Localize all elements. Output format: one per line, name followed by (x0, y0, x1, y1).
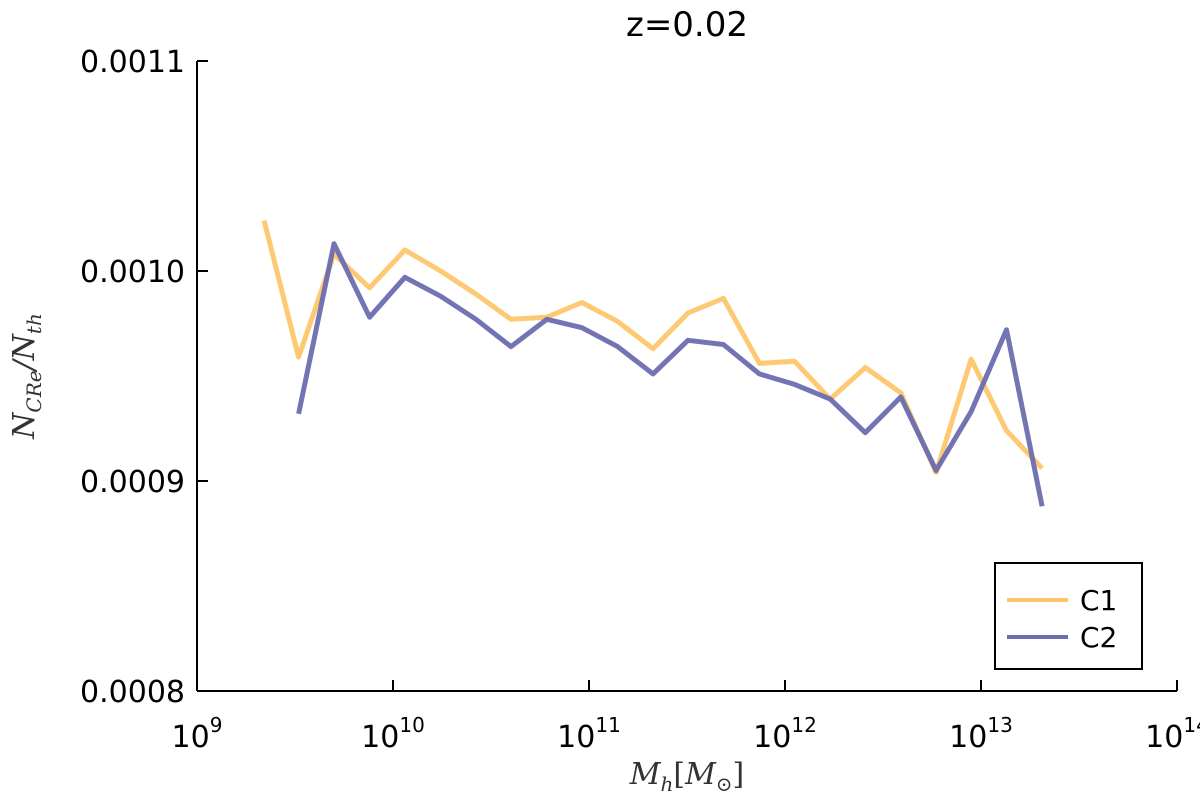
y-ticks: 0.0008 0.0009 0.0010 0.0011 (80, 45, 208, 710)
y-tick-label: 0.0010 (80, 255, 185, 290)
x-tick-base: 10 (949, 720, 987, 755)
x-tick-label: 1013 (949, 713, 1013, 755)
legend-box (994, 562, 1143, 670)
y-axis-label: NCRe/Nth (7, 313, 46, 440)
legend-entry-label: C2 (1080, 621, 1117, 654)
x-axis-label: Mh[M⊙] (629, 757, 745, 796)
x-tick-exponent: 12 (791, 713, 816, 737)
x-tick-label: 1010 (361, 713, 425, 755)
chart-title: z=0.02 (626, 5, 748, 45)
x-tick-base: 10 (172, 720, 210, 755)
y-tick-label: 0.0009 (80, 465, 185, 500)
x-tick-exponent: 13 (987, 713, 1012, 737)
x-tick-label: 1014 (1145, 713, 1200, 755)
y-tick-label: 0.0011 (80, 45, 185, 80)
x-tick-label: 1011 (557, 713, 621, 755)
legend-entry-label: C1 (1080, 584, 1117, 617)
x-tick-base: 10 (361, 720, 399, 755)
x-tick-base: 10 (1145, 720, 1183, 755)
x-tick-exponent: 14 (1183, 713, 1200, 737)
x-ticks: 10910101011101210131014 (172, 680, 1200, 755)
x-tick-base: 10 (753, 720, 791, 755)
x-tick-label: 109 (172, 713, 223, 755)
series-line-c2 (296, 241, 1045, 507)
axes (196, 61, 1177, 692)
x-tick-exponent: 9 (210, 713, 223, 737)
x-tick-base: 10 (557, 720, 595, 755)
x-tick-exponent: 11 (595, 713, 620, 737)
x-tick-label: 1012 (753, 713, 817, 755)
x-tick-exponent: 10 (399, 713, 424, 737)
series-lines (261, 219, 1045, 507)
series-line-c1 (261, 219, 1044, 476)
y-tick-label: 0.0008 (80, 675, 185, 710)
